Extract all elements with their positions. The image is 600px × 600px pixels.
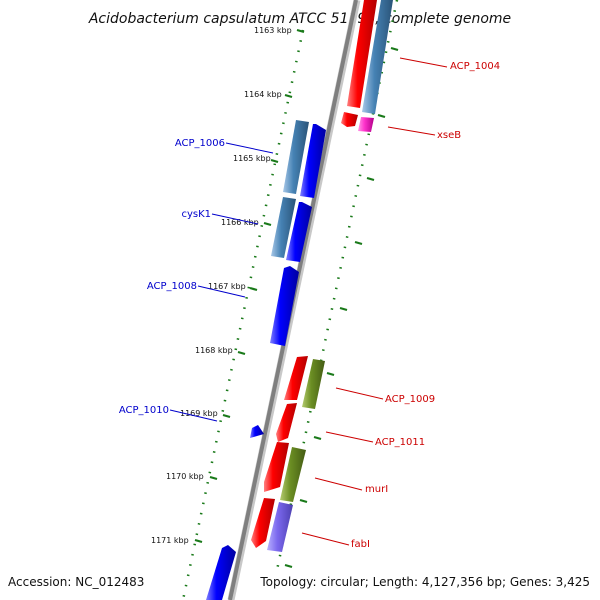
forward-features bbox=[251, 0, 393, 552]
tick-label-1169: 1169 kbp bbox=[180, 409, 218, 418]
tick-label-1168: 1168 kbp bbox=[195, 346, 233, 355]
cds-acp1010 bbox=[250, 425, 264, 438]
label-acp1006[interactable]: ACP_1006 bbox=[175, 138, 225, 149]
reverse-features bbox=[206, 120, 326, 600]
tick-label-1164: 1164 kbp bbox=[244, 90, 282, 99]
accession-text: Accession: NC_012483 bbox=[8, 575, 144, 589]
forward-labels: ACP_1004 xseB ACP_1009 ACP_1011 murI fab… bbox=[351, 61, 500, 550]
cds-fabi bbox=[251, 498, 275, 548]
label-cysk1[interactable]: cysK1 bbox=[181, 209, 211, 220]
cds-acp1009 bbox=[284, 356, 308, 400]
major-ticks bbox=[194, 28, 305, 544]
cds-acp1004-tip bbox=[341, 112, 358, 127]
label-acp1010[interactable]: ACP_1010 bbox=[119, 405, 169, 416]
label-fabi[interactable]: fabI bbox=[351, 539, 370, 550]
tick-label-1167: 1167 kbp bbox=[208, 282, 246, 291]
label-acp1011[interactable]: ACP_1011 bbox=[375, 437, 425, 448]
label-xseb[interactable]: xseB bbox=[437, 130, 461, 141]
cds-bottom bbox=[206, 545, 236, 600]
reverse-labels: ACP_1006 cysK1 ACP_1008 ACP_1010 bbox=[119, 138, 225, 416]
gene-fabi bbox=[267, 502, 293, 552]
trna-xseb bbox=[358, 117, 374, 132]
gene-acp1009 bbox=[302, 359, 325, 409]
label-muri[interactable]: murI bbox=[365, 484, 388, 495]
topology-text: Topology: circular; Length: 4,127,356 bp… bbox=[259, 575, 590, 589]
tick-label-1166: 1166 kbp bbox=[221, 218, 259, 227]
tick-label-1165: 1165 kbp bbox=[233, 154, 271, 163]
tick-labels: 1163 kbp 1164 kbp 1165 kbp 1166 kbp 1167… bbox=[151, 26, 292, 545]
gene-cysk1 bbox=[271, 197, 296, 258]
cds-acp1011 bbox=[276, 403, 297, 442]
gene-acp1006 bbox=[283, 120, 309, 194]
cds-muri bbox=[264, 442, 289, 492]
cds-acp1006 bbox=[300, 124, 326, 198]
outer-major-ticks bbox=[284, 46, 399, 569]
tick-label-1170: 1170 kbp bbox=[166, 472, 204, 481]
gene-acp1004 bbox=[362, 0, 393, 114]
reverse-connectors bbox=[169, 142, 274, 422]
label-acp1008[interactable]: ACP_1008 bbox=[147, 281, 197, 292]
cds-acp1008 bbox=[270, 266, 299, 346]
label-acp1004[interactable]: ACP_1004 bbox=[450, 61, 500, 72]
map-title: Acidobacterium capsulatum ATCC 51196, co… bbox=[88, 11, 511, 27]
forward-connectors bbox=[301, 57, 448, 546]
cds-cysk1 bbox=[286, 202, 312, 262]
tick-label-1163: 1163 kbp bbox=[254, 26, 292, 35]
label-acp1009[interactable]: ACP_1009 bbox=[385, 394, 435, 405]
cds-acp1004 bbox=[347, 0, 377, 108]
tick-label-1171: 1171 kbp bbox=[151, 536, 189, 545]
gene-muri bbox=[280, 447, 306, 502]
